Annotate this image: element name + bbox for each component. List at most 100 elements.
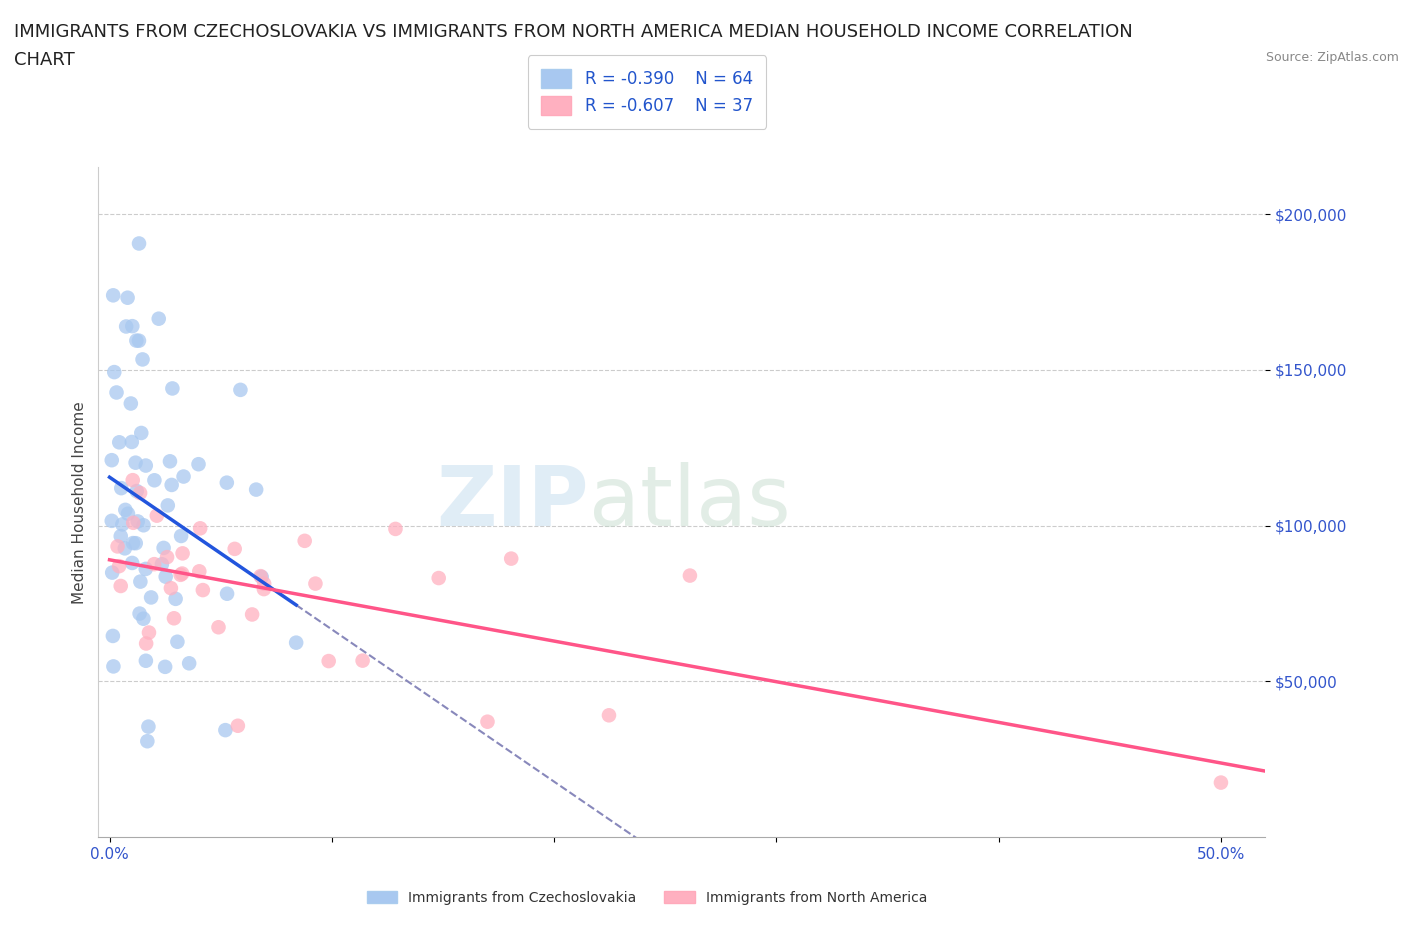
Point	[135, 458, 157, 473]
Point	[125, 484, 148, 498]
Point	[172, 566, 194, 581]
Point	[179, 656, 201, 671]
Point	[132, 611, 155, 626]
Point	[139, 590, 162, 604]
Point	[101, 629, 124, 644]
Text: Source: ZipAtlas.com: Source: ZipAtlas.com	[1265, 51, 1399, 64]
Point	[129, 574, 152, 589]
Point	[129, 426, 152, 441]
Point	[101, 565, 124, 580]
Point	[294, 534, 316, 549]
Point	[146, 508, 169, 523]
Point	[121, 555, 143, 570]
Point	[152, 540, 174, 555]
Point	[156, 498, 179, 512]
Point	[156, 550, 179, 565]
Point	[143, 557, 166, 572]
Point	[224, 541, 246, 556]
Point	[128, 236, 150, 251]
Legend: Immigrants from Czechoslovakia, Immigrants from North America: Immigrants from Czechoslovakia, Immigran…	[361, 885, 932, 910]
Point	[304, 577, 326, 591]
Point	[240, 607, 263, 622]
Point	[170, 528, 193, 543]
Point	[108, 435, 131, 450]
Point	[115, 319, 138, 334]
Point	[136, 734, 159, 749]
Point	[114, 541, 136, 556]
Point	[188, 564, 211, 578]
Text: ZIP: ZIP	[436, 461, 589, 543]
Y-axis label: Median Household Income: Median Household Income	[72, 401, 87, 604]
Point	[143, 472, 166, 487]
Point	[135, 636, 157, 651]
Point	[129, 485, 152, 500]
Point	[166, 634, 188, 649]
Point	[253, 581, 276, 596]
Point	[250, 569, 273, 584]
Point	[229, 382, 252, 397]
Point	[103, 365, 125, 379]
Point	[120, 396, 142, 411]
Point	[108, 559, 131, 574]
Point	[138, 625, 160, 640]
Text: CHART: CHART	[14, 51, 75, 69]
Point	[427, 571, 450, 586]
Point	[477, 714, 499, 729]
Point	[103, 659, 125, 674]
Text: atlas: atlas	[589, 461, 790, 543]
Point	[111, 517, 134, 532]
Point	[127, 514, 149, 529]
Point	[160, 580, 183, 595]
Point	[132, 518, 155, 533]
Point	[128, 333, 150, 348]
Point	[253, 577, 276, 591]
Point	[105, 385, 128, 400]
Point	[121, 319, 143, 334]
Point	[187, 457, 209, 472]
Point	[214, 723, 236, 737]
Point	[122, 515, 145, 530]
Point	[501, 551, 523, 566]
Point	[128, 606, 150, 621]
Point	[162, 381, 184, 396]
Point	[173, 469, 195, 484]
Point	[153, 659, 176, 674]
Point	[135, 653, 157, 668]
Point	[318, 654, 340, 669]
Point	[598, 708, 620, 723]
Point	[110, 481, 132, 496]
Point	[191, 582, 214, 597]
Point	[121, 472, 143, 487]
Point	[125, 333, 148, 348]
Point	[100, 453, 122, 468]
Point	[125, 536, 148, 551]
Point	[352, 653, 374, 668]
Point	[215, 586, 238, 601]
Point	[155, 569, 177, 584]
Point	[103, 288, 125, 303]
Point	[110, 529, 132, 544]
Point	[1209, 775, 1232, 790]
Point	[122, 536, 145, 551]
Point	[160, 477, 183, 492]
Point	[285, 635, 308, 650]
Point	[114, 502, 136, 517]
Point	[138, 719, 160, 734]
Point	[384, 522, 406, 537]
Point	[107, 539, 129, 554]
Point	[148, 312, 170, 326]
Point	[124, 456, 146, 471]
Point	[165, 591, 187, 606]
Point	[249, 569, 271, 584]
Point	[163, 611, 186, 626]
Point	[159, 454, 181, 469]
Point	[121, 434, 143, 449]
Point	[110, 578, 132, 593]
Point	[245, 482, 267, 497]
Point	[226, 718, 249, 733]
Point	[117, 506, 139, 521]
Text: IMMIGRANTS FROM CZECHOSLOVAKIA VS IMMIGRANTS FROM NORTH AMERICA MEDIAN HOUSEHOLD: IMMIGRANTS FROM CZECHOSLOVAKIA VS IMMIGR…	[14, 23, 1133, 41]
Point	[215, 475, 238, 490]
Point	[679, 568, 702, 583]
Point	[100, 513, 122, 528]
